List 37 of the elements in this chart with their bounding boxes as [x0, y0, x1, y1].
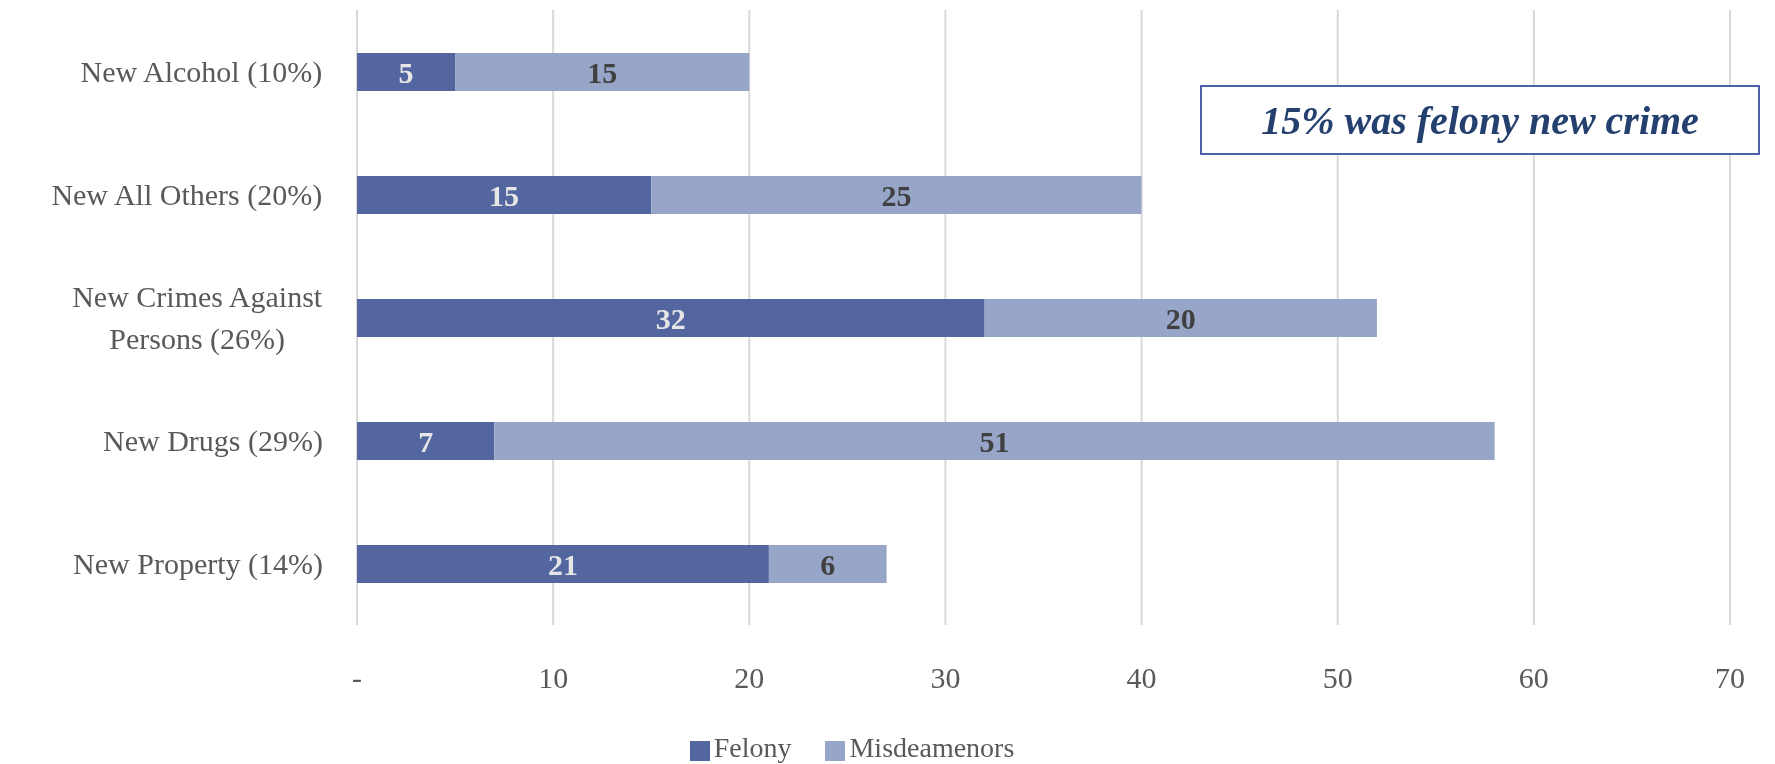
data-label: 20	[1165, 301, 1196, 335]
x-tick-label: 10	[538, 661, 569, 695]
data-label: 21	[547, 547, 578, 581]
bar	[494, 422, 1495, 460]
bar	[357, 545, 769, 583]
note-box: 15% was felony new crime	[1200, 85, 1760, 155]
data-label: 15	[489, 178, 520, 212]
bar	[984, 299, 1377, 337]
data-label: 5	[398, 55, 414, 89]
bar	[651, 176, 1142, 214]
data-label: 51	[979, 424, 1010, 458]
legend-label: Misdeamenors	[849, 732, 1015, 763]
bar	[357, 422, 495, 460]
bar	[357, 176, 652, 214]
x-tick-label: 60	[1518, 661, 1549, 695]
y-tick-label: New Crimes Against Persons (26%)	[72, 280, 323, 356]
y-tick-label: New All Others (20%)	[51, 178, 323, 212]
data-label: 6	[820, 547, 836, 581]
y-tick-label: New Drugs (29%)	[103, 424, 323, 458]
data-label: 7	[418, 424, 434, 458]
y-tick-label: New Property (14%)	[73, 547, 323, 581]
data-label: 15	[587, 55, 618, 89]
y-tick-label: New Alcohol (10%)	[80, 55, 323, 89]
legend-label: Felony	[713, 732, 792, 763]
data-label: 32	[655, 301, 686, 335]
x-tick-label: 20	[734, 661, 765, 695]
annotation: 15% was felony new crime	[1261, 96, 1699, 144]
x-tick-label: 40	[1126, 661, 1157, 695]
x-tick-label: -	[352, 661, 362, 695]
x-tick-label: 70	[1715, 661, 1745, 695]
bar	[768, 545, 887, 583]
x-tick-label: 50	[1322, 661, 1353, 695]
bar	[455, 53, 750, 91]
data-label: 25	[881, 178, 912, 212]
bar	[357, 53, 456, 91]
bar	[357, 299, 985, 337]
x-tick-label: 30	[930, 661, 961, 695]
